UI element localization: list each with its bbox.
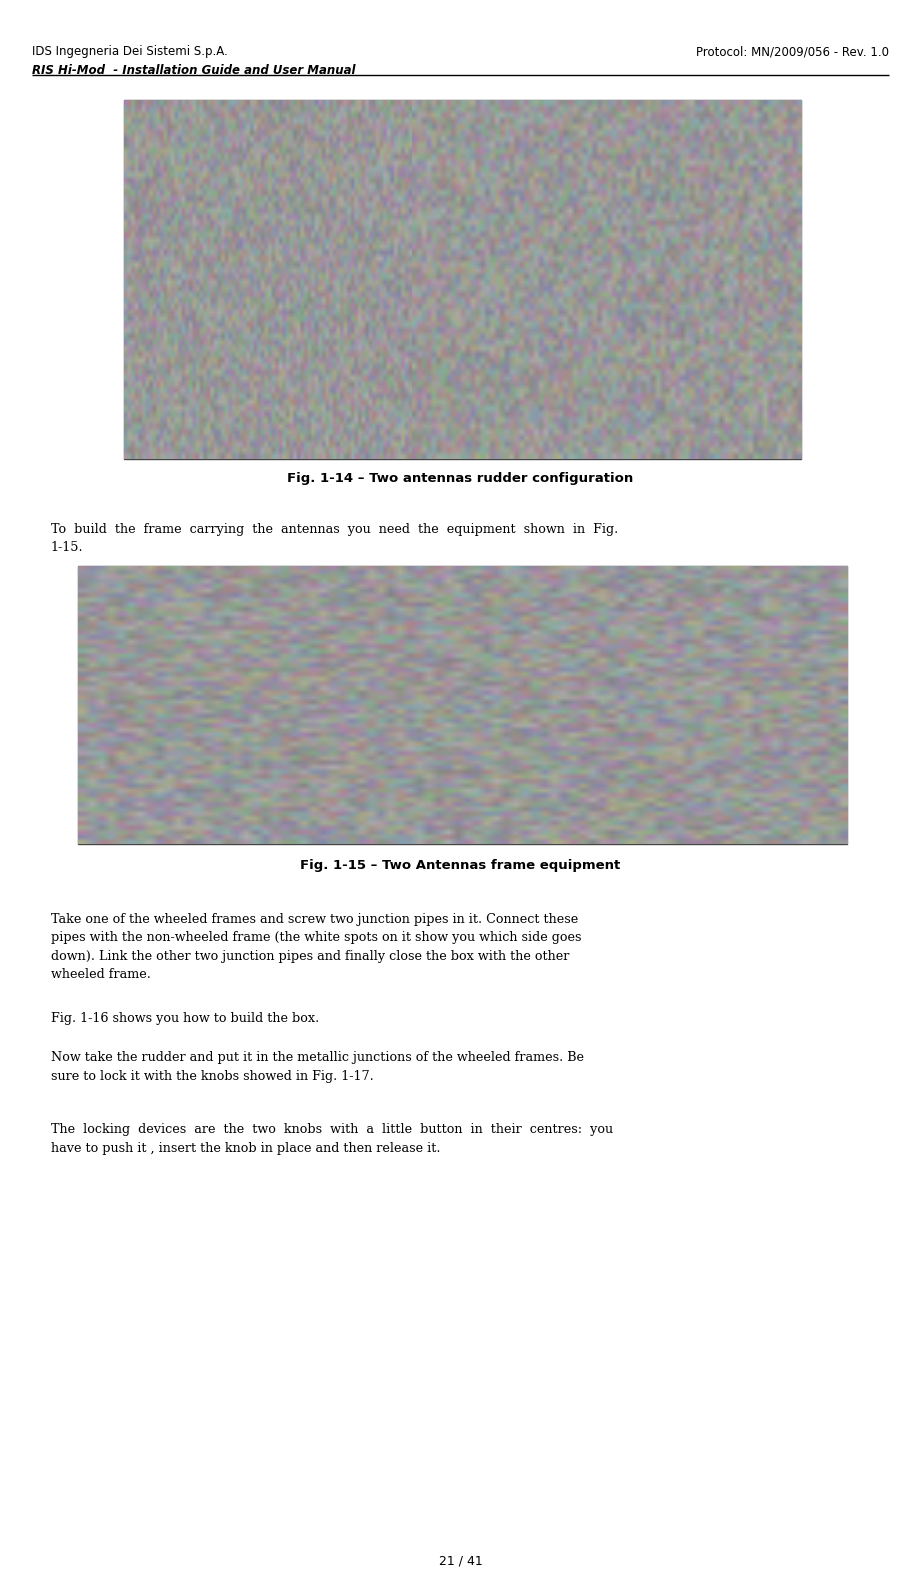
Text: Fig. 1-16 shows you how to build the box.: Fig. 1-16 shows you how to build the box…	[51, 1012, 319, 1024]
Text: 21 / 41: 21 / 41	[438, 1555, 483, 1568]
Text: The  locking  devices  are  the  two  knobs  with  a  little  button  in  their : The locking devices are the two knobs wi…	[51, 1123, 612, 1155]
Bar	[78, 566, 847, 844]
Text: Now take the rudder and put it in the metallic junctions of the wheeled frames. : Now take the rudder and put it in the me…	[51, 1051, 584, 1083]
Text: Protocol: MN/2009/056 - Rev. 1.0: Protocol: MN/2009/056 - Rev. 1.0	[695, 45, 889, 59]
Text: RIS Hi-Mod  - Installation Guide and User Manual: RIS Hi-Mod - Installation Guide and User…	[32, 64, 356, 76]
Text: IDS Ingegneria Dei Sistemi S.p.A.: IDS Ingegneria Dei Sistemi S.p.A.	[32, 45, 228, 59]
Text: Fig. 1-14 – Two antennas rudder configuration: Fig. 1-14 – Two antennas rudder configur…	[287, 472, 634, 484]
Text: Take one of the wheeled frames and screw two junction pipes in it. Connect these: Take one of the wheeled frames and screw…	[51, 913, 581, 981]
Text: To  build  the  frame  carrying  the  antennas  you  need  the  equipment  shown: To build the frame carrying the antennas…	[51, 523, 618, 554]
Bar	[124, 100, 801, 459]
Text: Fig. 1-15 – Two Antennas frame equipment: Fig. 1-15 – Two Antennas frame equipment	[300, 859, 621, 871]
